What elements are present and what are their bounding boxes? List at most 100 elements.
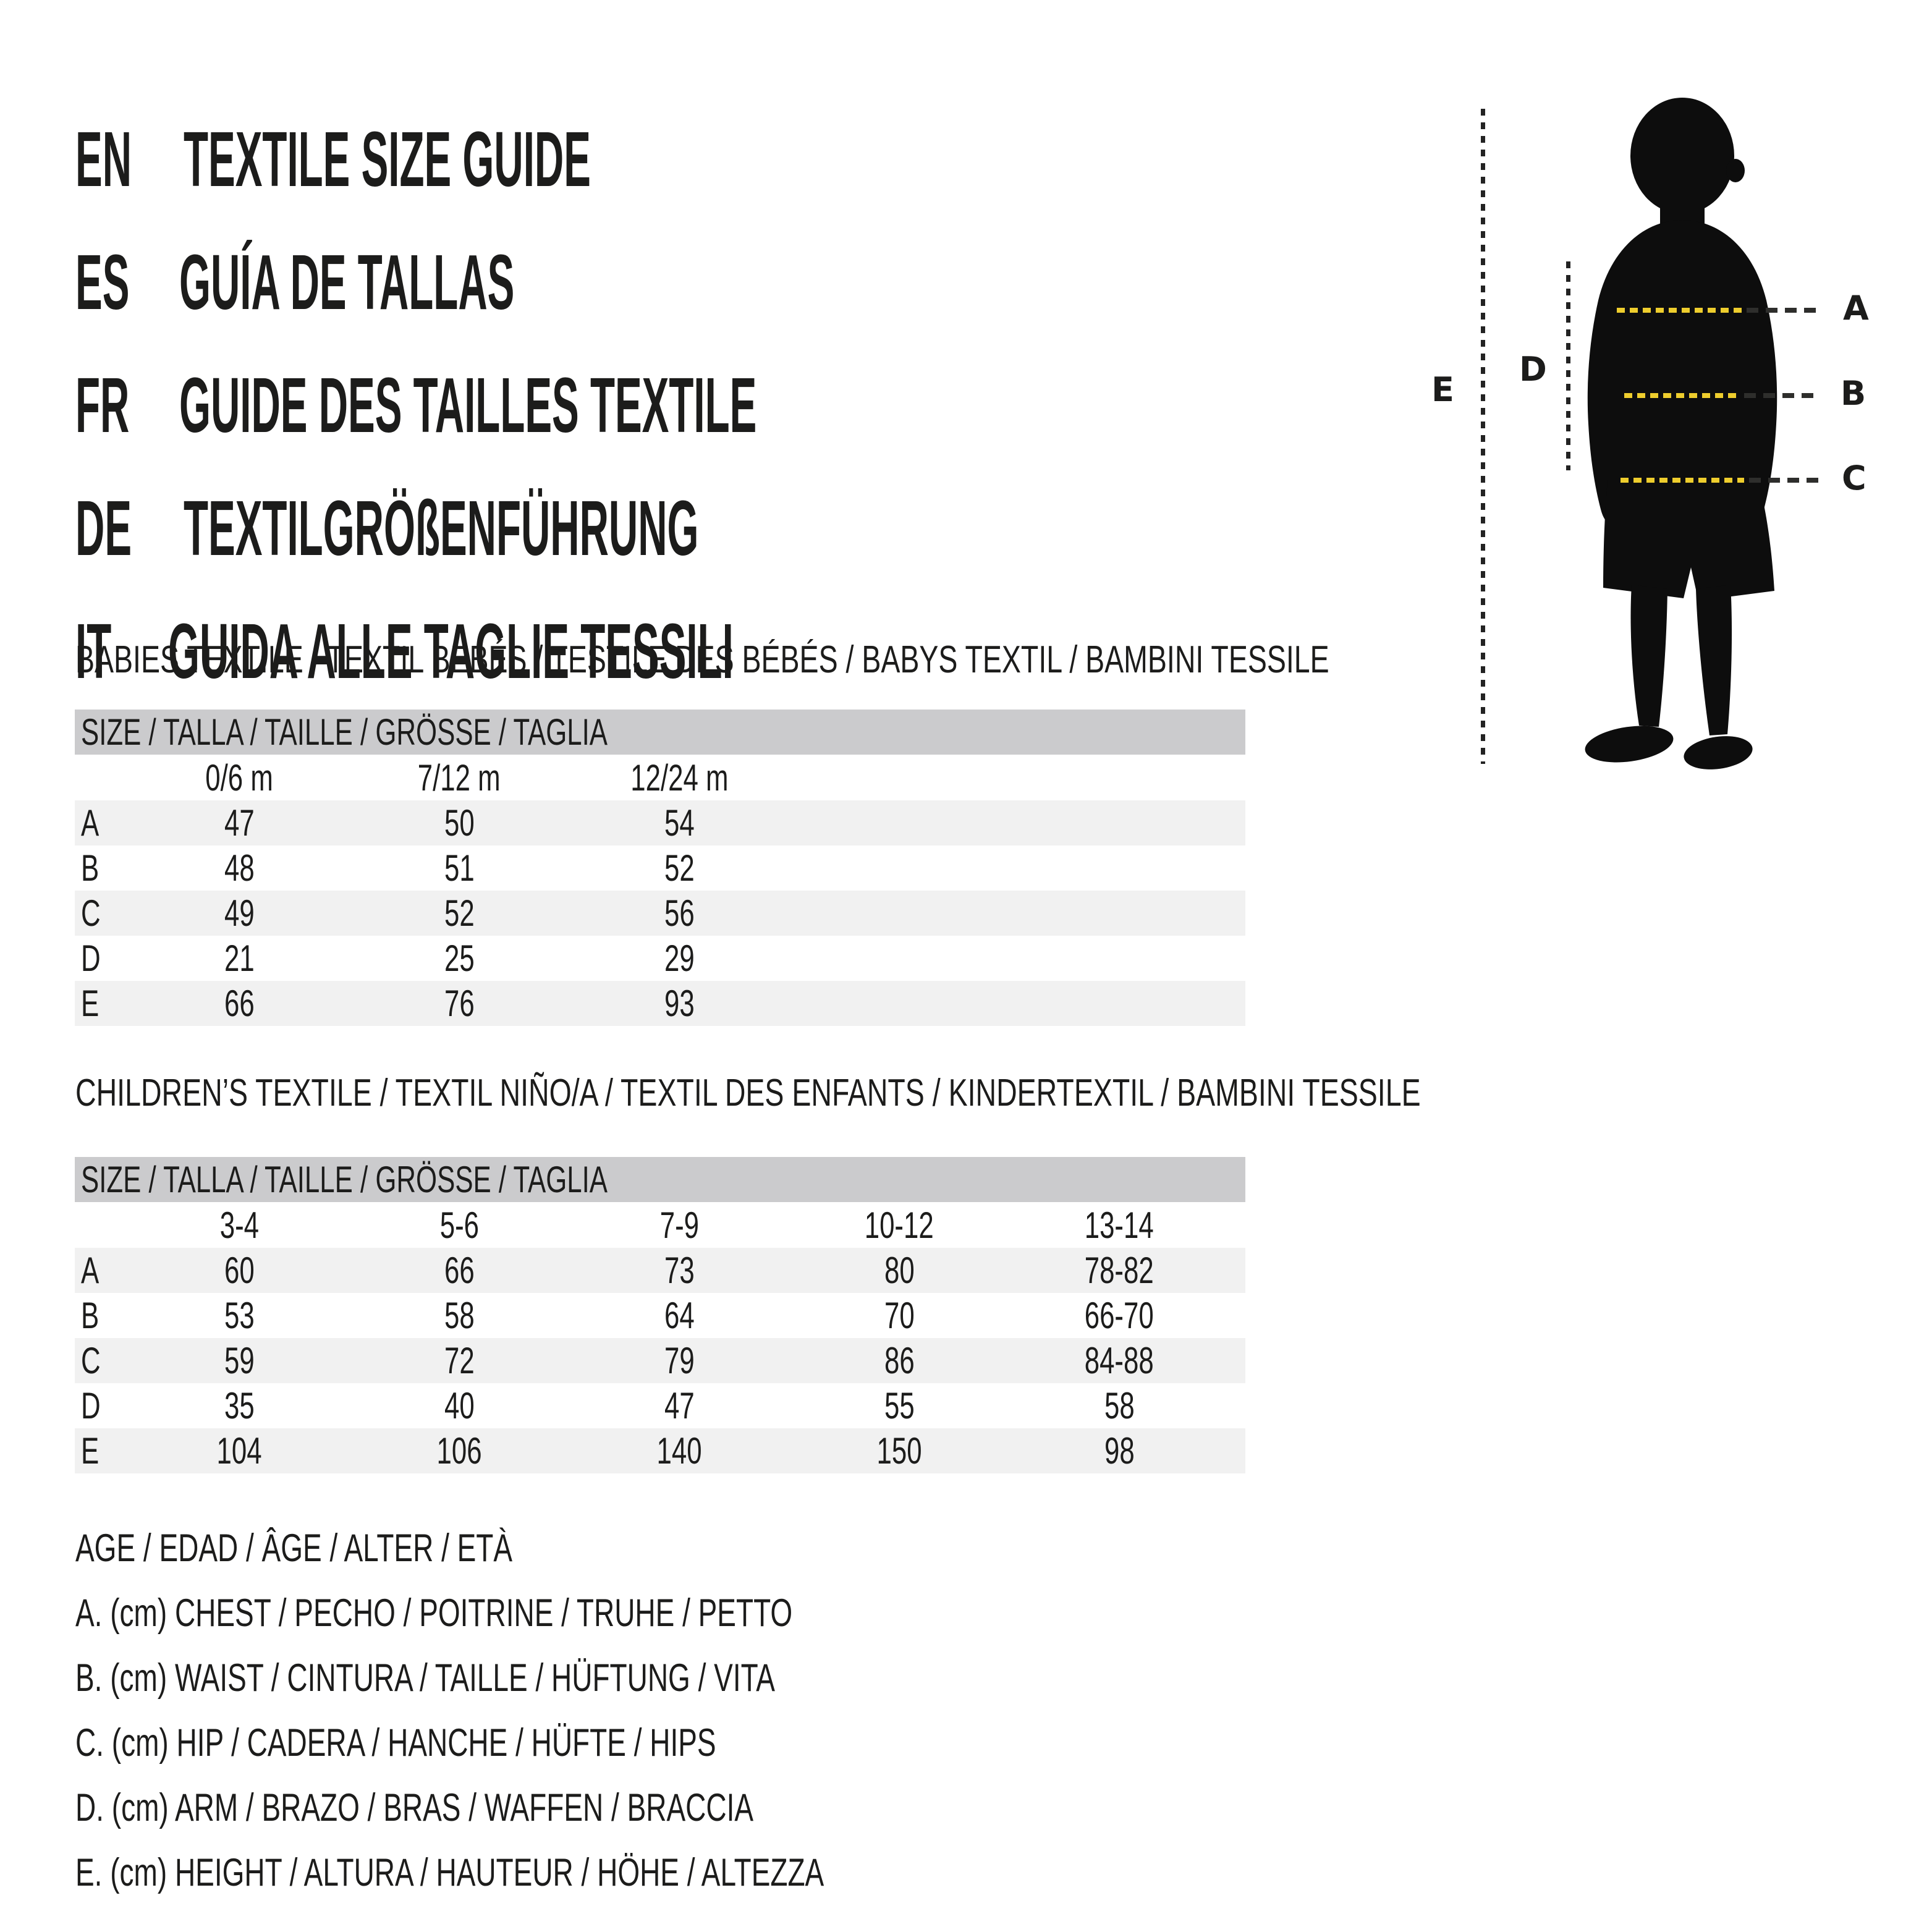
language-title-block: EN TEXTILE SIZE GUIDE ES GUÍA DE TALLAS … (75, 98, 1126, 713)
language-title: GUIDE DES TAILLES TEXTILE (179, 362, 757, 449)
column-header: 3-4 (219, 1204, 259, 1246)
column-header: 12/24 m (630, 756, 729, 799)
row-cell: 56 (664, 892, 695, 934)
language-code: DE (75, 483, 184, 573)
row-cell: 106 (436, 1430, 482, 1472)
measurement-legend: AGE / EDAD / ÂGE / ALTER / ETÀ A. (cm) C… (75, 1516, 1101, 1905)
row-cell: 66 (224, 983, 255, 1024)
row-cell: 25 (444, 938, 475, 979)
row-label: D (81, 938, 101, 979)
row-label: E (81, 983, 100, 1024)
row-cell: 64 (664, 1295, 695, 1336)
row-cell: 40 (444, 1385, 475, 1426)
size-header-bar: SIZE / TALLA / TAILLE / GRÖSSE / TAGLIA (75, 710, 1245, 755)
row-cell: 51 (444, 847, 475, 889)
measure-label-b: B (1841, 374, 1866, 413)
language-title: TEXTILE SIZE GUIDE (184, 116, 591, 203)
row-cell: 140 (656, 1430, 702, 1472)
children-heading-text: CHILDREN’S TEXTILE / TEXTIL NIÑO/A / TEX… (75, 1072, 1421, 1114)
row-cell: 78-82 (1084, 1250, 1155, 1291)
language-code-text: ES (75, 239, 130, 326)
row-label: A (81, 1250, 100, 1291)
row-cell: 55 (884, 1385, 915, 1426)
row-label: B (81, 1295, 100, 1336)
row-cell: 21 (224, 938, 255, 979)
language-code-text: IT (75, 608, 112, 695)
legend-line-chest: A. (cm) CHEST / PECHO / POITRINE / TRUHE… (75, 1591, 793, 1635)
row-cell: 66 (444, 1250, 475, 1291)
babies-heading-text: BABIES TEXTILE / TEXTIL BEBÉS / TESTILE … (75, 638, 1329, 681)
column-header-row: 3-4 5-6 7-9 10-12 13-14 (75, 1202, 1245, 1248)
silhouette-left-leg (1630, 585, 1667, 727)
row-label: E (81, 1430, 100, 1472)
language-code: FR (75, 360, 179, 450)
language-code: EN (75, 114, 184, 204)
row-cell: 47 (224, 802, 255, 844)
silhouette-shorts (1603, 473, 1774, 601)
table-row: C 59 72 79 86 84-88 (75, 1338, 1245, 1383)
measure-label-e: E (1431, 370, 1454, 409)
size-header-bar: SIZE / TALLA / TAILLE / GRÖSSE / TAGLIA (75, 1157, 1245, 1202)
language-row-de: DE TEXTILGRÖßENFÜHRUNG (75, 467, 1126, 590)
row-cell: 70 (884, 1295, 915, 1336)
measure-label-c: C (1842, 459, 1866, 498)
language-title: GUÍA DE TALLAS (179, 239, 515, 326)
row-cell: 150 (876, 1430, 922, 1472)
language-code-text: EN (75, 116, 132, 203)
table-row: E 66 76 93 (75, 981, 1245, 1026)
row-cell: 58 (444, 1295, 475, 1336)
silhouette-right-shoe (1684, 736, 1753, 769)
children-section-heading: CHILDREN’S TEXTILE / TEXTIL NIÑO/A / TEX… (75, 1074, 1869, 1112)
row-cell: 52 (444, 892, 475, 934)
column-header: 10-12 (864, 1204, 934, 1246)
measure-label-a: A (1843, 289, 1869, 328)
row-cell: 29 (664, 938, 695, 979)
column-header: 5-6 (439, 1204, 479, 1246)
language-row-es: ES GUÍA DE TALLAS (75, 221, 1126, 344)
chest-measure-dash-black (1747, 308, 1823, 313)
hip-measure-dash-black (1749, 478, 1824, 483)
legend-line-waist: B. (cm) WAIST / CINTURA / TAILLE / HÜFTU… (75, 1656, 775, 1700)
size-header-text: SIZE / TALLA / TAILLE / GRÖSSE / TAGLIA (81, 711, 608, 753)
waist-measure-dash-yellow (1624, 393, 1737, 398)
row-cell: 73 (664, 1250, 695, 1291)
row-cell: 79 (664, 1340, 695, 1381)
row-cell: 52 (664, 847, 695, 889)
table-row: A 47 50 54 (75, 800, 1245, 845)
row-cell: 50 (444, 802, 475, 844)
row-cell: 84-88 (1084, 1340, 1155, 1381)
row-label: D (81, 1385, 101, 1426)
row-cell: 47 (664, 1385, 695, 1426)
row-label: C (81, 892, 101, 934)
table-row: B 48 51 52 (75, 845, 1245, 891)
language-title: TEXTILGRÖßENFÜHRUNG (184, 485, 699, 572)
row-cell: 98 (1104, 1430, 1135, 1472)
table-row: D 21 25 29 (75, 936, 1245, 981)
language-code: ES (75, 237, 179, 327)
babies-section-heading: BABIES TEXTILE / TEXTIL BEBÉS / TESTILE … (75, 641, 1747, 679)
row-cell: 86 (884, 1340, 915, 1381)
row-cell: 53 (224, 1295, 255, 1336)
row-cell: 66-70 (1084, 1295, 1155, 1336)
size-header-text: SIZE / TALLA / TAILLE / GRÖSSE / TAGLIA (81, 1159, 608, 1200)
silhouette-left-shoe (1585, 726, 1674, 763)
hip-measure-dash-yellow (1621, 478, 1744, 483)
measure-label-d: D (1519, 350, 1547, 389)
legend-line-hip: C. (cm) HIP / CADERA / HANCHE / HÜFTE / … (75, 1721, 716, 1765)
waist-measure-dash-black (1744, 393, 1820, 398)
row-label: B (81, 847, 100, 889)
row-cell: 104 (216, 1430, 262, 1472)
language-code: IT (75, 606, 168, 696)
table-row: A 60 66 73 80 78-82 (75, 1248, 1245, 1293)
language-code-text: DE (75, 485, 132, 572)
row-label: C (81, 1340, 101, 1381)
height-measure-dotted-line (1481, 109, 1485, 764)
silhouette-right-leg (1696, 585, 1732, 735)
silhouette-ear (1726, 159, 1745, 182)
chest-measure-dash-yellow (1617, 308, 1742, 313)
babies-size-table: SIZE / TALLA / TAILLE / GRÖSSE / TAGLIA … (75, 710, 1245, 1026)
row-cell: 48 (224, 847, 255, 889)
legend-line-arm: D. (cm) ARM / BRAZO / BRAS / WAFFEN / BR… (75, 1786, 754, 1829)
row-cell: 49 (224, 892, 255, 934)
